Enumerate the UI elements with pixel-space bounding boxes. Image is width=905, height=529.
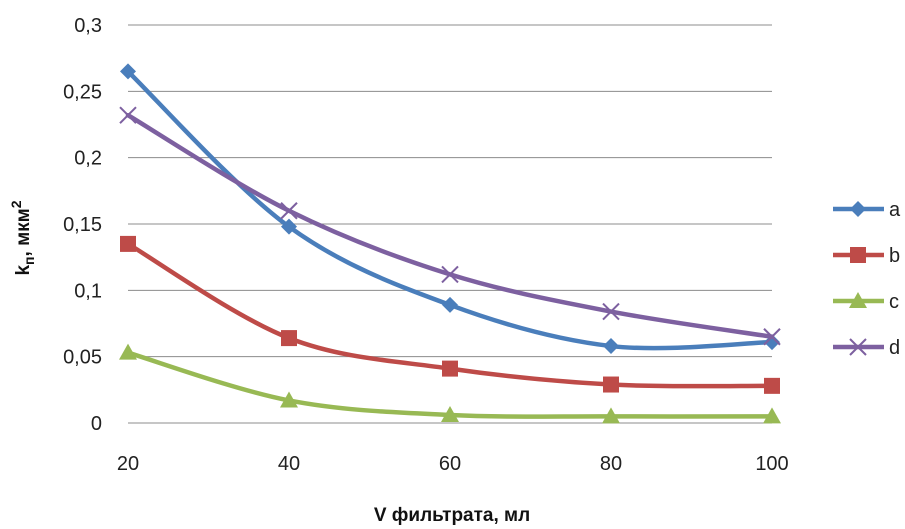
x-axis-ticks: 20 40 60 80 100 xyxy=(117,453,789,475)
y-tick-label: 0,15 xyxy=(63,214,102,236)
series-d-point xyxy=(763,328,781,346)
legend-label: c xyxy=(889,291,899,313)
series-a-point xyxy=(442,296,458,313)
series-d-point xyxy=(441,265,459,284)
series-c-point xyxy=(280,391,298,408)
series-b-point xyxy=(120,235,136,252)
legend-item-a: a xyxy=(833,199,901,221)
legend-item-d: d xyxy=(833,337,900,359)
legend-marker xyxy=(850,201,866,217)
y-tick-label: 0,1 xyxy=(74,280,102,302)
legend-item-b: b xyxy=(833,245,900,267)
legend-marker xyxy=(849,292,867,308)
series-b-point xyxy=(603,376,619,393)
y-axis-title-sub: п xyxy=(21,256,37,264)
x-axis-title: V фильтрата, мл xyxy=(374,505,530,526)
series-c xyxy=(119,343,781,424)
series-c-point xyxy=(441,406,459,423)
series-a-point xyxy=(603,338,619,355)
series-a-point xyxy=(120,63,136,80)
x-tick-label: 20 xyxy=(117,453,139,475)
y-axis-title-sup: 2 xyxy=(8,200,24,208)
series-d-point xyxy=(119,106,137,124)
y-axis-ticks: 0 0,05 0,1 0,15 0,2 0,25 0,3 xyxy=(63,15,102,435)
series-d-point xyxy=(602,302,620,321)
series-b xyxy=(120,235,780,394)
series-c-point xyxy=(119,343,137,360)
y-tick-label: 0,2 xyxy=(74,148,102,170)
legend-label: b xyxy=(889,245,900,267)
x-tick-label: 40 xyxy=(278,453,300,475)
series-b-point xyxy=(442,360,458,377)
x-tick-label: 80 xyxy=(600,453,622,475)
y-tick-label: 0,3 xyxy=(74,15,102,37)
y-axis-title-main: k xyxy=(13,265,34,276)
y-tick-label: 0,25 xyxy=(63,81,102,103)
legend-marker xyxy=(850,247,866,263)
series-b-point xyxy=(281,330,297,347)
series-d xyxy=(119,106,781,346)
series-c-point xyxy=(763,407,781,424)
legend-label: a xyxy=(889,199,901,221)
y-axis-title: kп, мкм2 xyxy=(8,200,37,275)
y-axis-title-rest: , мкм xyxy=(13,208,34,256)
legend: a b c d xyxy=(833,199,901,359)
series-a-point xyxy=(281,218,297,235)
y-tick-label: 0,05 xyxy=(63,347,102,369)
series-b-point xyxy=(764,377,780,394)
x-tick-label: 100 xyxy=(755,453,788,475)
series-a xyxy=(120,63,780,355)
gridlines xyxy=(128,24,772,424)
series-lines xyxy=(119,63,781,424)
series-c-point xyxy=(602,407,620,424)
series-d-point xyxy=(280,202,298,220)
legend-marker xyxy=(849,338,867,356)
x-tick-label: 60 xyxy=(439,453,461,475)
legend-label: d xyxy=(889,337,900,359)
y-tick-label: 0 xyxy=(91,413,102,435)
legend-item-c: c xyxy=(833,291,899,313)
